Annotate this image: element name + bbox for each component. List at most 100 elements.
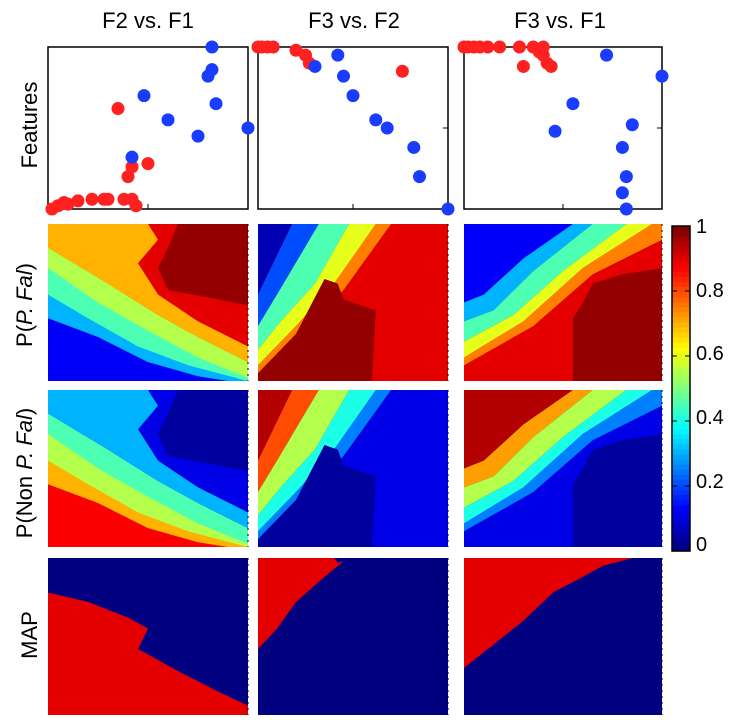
heatmap-region-pnon-col1-6 (158, 390, 248, 472)
colorbar-segment-48 (672, 469, 690, 476)
colorbar-segment-37 (672, 413, 690, 420)
scatter-point-red-col1-14 (141, 157, 155, 171)
scatter-point-blue-col2-5 (380, 121, 394, 135)
colorbar-segment-55 (672, 505, 690, 511)
heatmap-region-ppfal-col3-1 (464, 224, 573, 303)
colorbar-segment-24 (672, 347, 690, 354)
heatmap-region-ppfal-col2-6 (258, 278, 439, 381)
heatmap-region-ppfal-col3-5 (464, 224, 662, 366)
colorbar-segment-51 (672, 484, 690, 491)
scatter-point-red-col1-10 (129, 199, 143, 213)
colorbar-segment-50 (672, 479, 690, 486)
scatter-point-red-col3-13 (516, 59, 530, 73)
colorbar-tick-0: 0 (696, 534, 708, 556)
scatter-point-red-col1-13 (125, 160, 139, 174)
scatter-point-blue-col3-8 (619, 202, 633, 216)
scatter-point-blue-col2-2 (337, 69, 350, 83)
colorbar-segment-28 (672, 368, 690, 374)
column-title-f2-vs-f1: F2 vs. F1 (102, 8, 194, 33)
heatmap-region-ppfal-col1-5 (48, 224, 248, 363)
colorbar-segment-12 (672, 286, 690, 293)
scatter-point-blue-col1-2 (161, 113, 175, 127)
colorbar-segment-33 (672, 393, 690, 400)
column-title-f3-vs-f2: F3 vs. F2 (308, 8, 400, 33)
scatter-point-blue-col3-3 (548, 124, 562, 138)
colorbar-segment-35 (672, 403, 690, 410)
colorbar-segment-61 (672, 535, 690, 542)
colorbar-segment-25 (672, 352, 690, 359)
colorbar-segment-14 (672, 297, 690, 303)
heatmap-region-ppfal-col3-2 (464, 224, 593, 322)
colorbar-segment-44 (672, 449, 690, 456)
colorbar-segment-0 (672, 226, 690, 232)
colorbar-segment-30 (672, 378, 690, 385)
colorbar-segment-52 (672, 490, 690, 496)
colorbar-segment-40 (672, 429, 690, 435)
colorbar-segment-18 (672, 317, 690, 324)
heatmap-region-pnon-col3-5 (464, 390, 662, 532)
heatmap-region-pnon-col2-2 (258, 390, 319, 493)
scatter-point-blue-col2-4 (369, 113, 383, 127)
scatter-point-blue-col1-7 (209, 97, 223, 111)
scatter-point-blue-col3-4 (625, 118, 639, 132)
colorbar-segment-20 (672, 327, 690, 334)
colorbar-segment-1 (672, 231, 690, 237)
colorbar-segment-58 (672, 520, 690, 527)
heatmap-region-ppfal-col1-4 (48, 318, 228, 381)
heatmap-region-ppfal-col3-6 (572, 267, 662, 381)
column-title-f3-vs-f1: F3 vs. F1 (514, 8, 606, 33)
scatter-point-red-col1-4 (71, 194, 85, 208)
scatter-point-red-col3-6 (512, 40, 526, 54)
colorbar-segment-27 (672, 363, 690, 369)
colorbar-segment-21 (672, 332, 690, 339)
heatmap-region-pnon-col2-1 (258, 390, 293, 461)
colorbar-segment-54 (672, 500, 690, 506)
scatter-point-blue-col3-2 (566, 97, 580, 111)
scatter-point-red-col3-5 (493, 40, 507, 54)
scatter-point-red-col1-5 (85, 192, 99, 206)
heatmap-region-pnon-col3-3 (464, 390, 627, 508)
colorbar-segment-49 (672, 474, 690, 481)
colorbar-tick-1: 1 (696, 216, 708, 238)
colorbar-segment-47 (672, 464, 690, 471)
colorbar-segment-56 (672, 510, 690, 517)
colorbar-tick-0.8: 0.8 (696, 280, 724, 302)
scatter-point-blue-col3-1 (655, 69, 669, 83)
scatter-point-red-col3-4 (481, 40, 495, 54)
scatter-point-blue-col2-7 (413, 170, 426, 184)
colorbar-segment-16 (672, 307, 690, 313)
colorbar-segment-3 (672, 241, 690, 247)
scatter-point-blue-col2-0 (308, 59, 322, 73)
scatter-point-blue-col3-0 (600, 48, 614, 62)
colorbar-segment-36 (672, 408, 690, 415)
colorbar-segment-8 (672, 266, 690, 273)
heatmap-region-pnon-col3-2 (464, 390, 593, 488)
heatmap-region-ppfal-col3-4 (464, 224, 653, 358)
colorbar-segment-39 (672, 424, 690, 430)
colorbar-segment-62 (672, 540, 690, 547)
heatmap-region-map-col2-0 (258, 558, 448, 715)
heatmap-region-pnon-col3-6 (572, 433, 662, 547)
scatter-point-blue-col1-1 (137, 89, 151, 103)
colorbar-segment-42 (672, 439, 690, 445)
colorbar-frame (671, 225, 691, 552)
colorbar-segment-11 (672, 281, 690, 288)
colorbar-segment-6 (672, 256, 690, 263)
scatter-point-blue-col2-1 (331, 48, 345, 62)
scatter-point-blue-col1-3 (191, 129, 205, 143)
colorbar-tick-0.6: 0.6 (696, 343, 724, 365)
heatmap-region-ppfal-col2-3 (258, 224, 350, 350)
colorbar-segment-17 (672, 312, 690, 319)
colorbar-segment-10 (672, 276, 690, 283)
heatmap-region-map-col1-1 (48, 592, 248, 715)
scatter-point-blue-col1-0 (125, 150, 139, 164)
heatmap-region-ppfal-col2-1 (258, 224, 293, 295)
colorbar-segment-26 (672, 358, 690, 364)
colorbar-segment-31 (672, 383, 690, 390)
colorbar-tick-0.2: 0.2 (696, 471, 724, 493)
colorbar-segment-34 (672, 398, 690, 405)
colorbar-segment-43 (672, 444, 690, 451)
scatter-frame-col2 (257, 46, 449, 210)
colorbar-segment-59 (672, 525, 690, 532)
heatmap-region-pnon-col2-6 (258, 444, 439, 547)
